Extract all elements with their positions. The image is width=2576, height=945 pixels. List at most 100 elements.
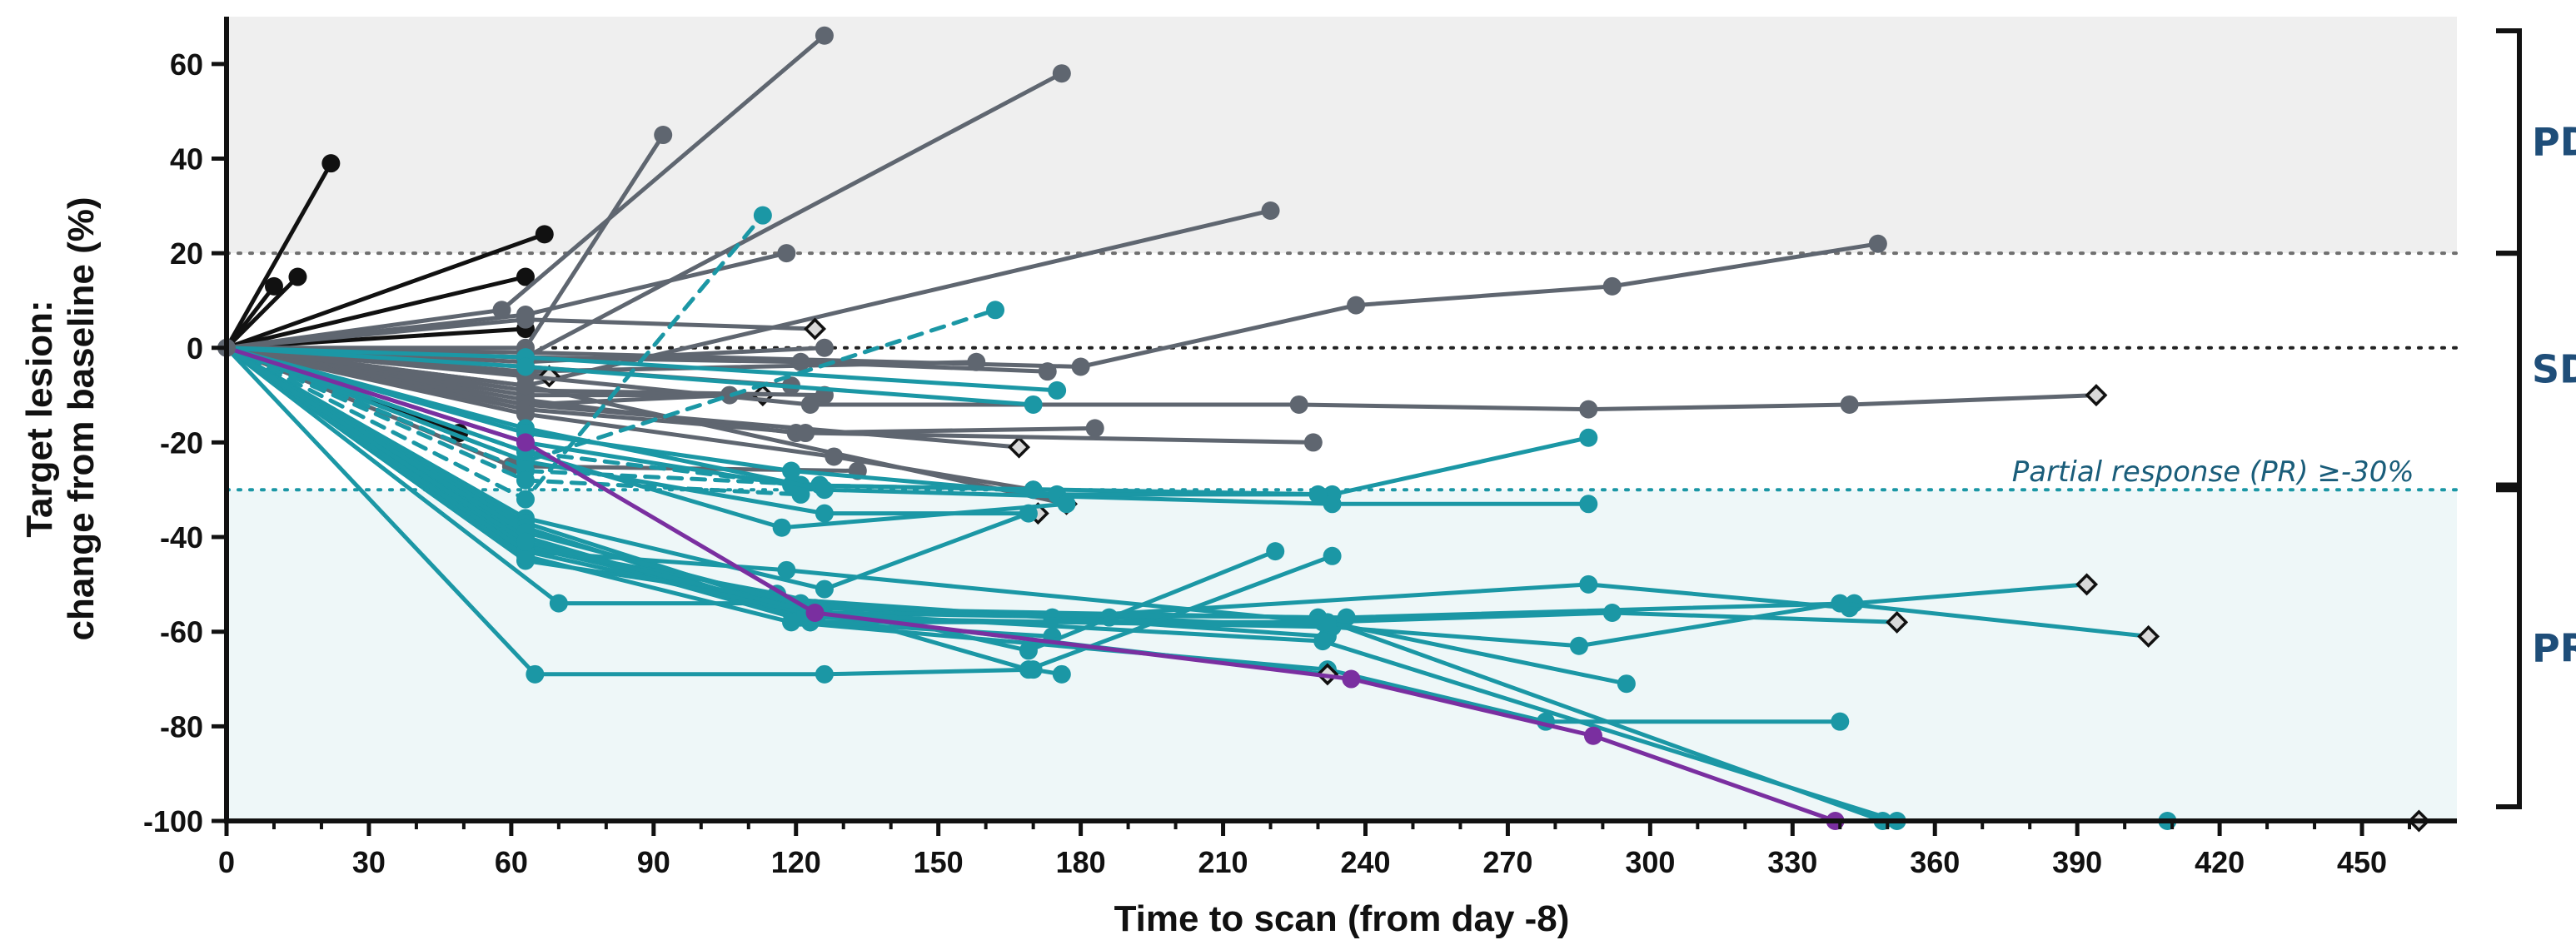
series-57-teal xyxy=(224,346,1071,684)
bracket-pd xyxy=(2496,28,2522,256)
series-line xyxy=(224,346,1842,724)
diamond-marker xyxy=(2085,384,2108,407)
reference-lines xyxy=(225,251,2459,492)
data-point xyxy=(1289,395,1308,414)
data-point xyxy=(782,613,801,632)
data-point xyxy=(796,424,815,443)
data-point xyxy=(1323,495,1342,514)
data-point xyxy=(1602,276,1622,296)
x-tick-label: 300 xyxy=(1625,845,1675,879)
series-layer xyxy=(217,26,2430,833)
series-line xyxy=(224,275,300,351)
data-point xyxy=(805,603,825,622)
y-tick-label: 0 xyxy=(187,331,203,366)
y-tick-label: 60 xyxy=(170,47,203,82)
region-label-pd: PD xyxy=(2532,120,2576,165)
data-point xyxy=(815,26,834,45)
data-point xyxy=(1303,433,1323,452)
y-tick-label: -20 xyxy=(160,425,203,460)
series-8-gray xyxy=(224,26,834,351)
series-line xyxy=(224,161,333,351)
x-tick-label: 240 xyxy=(1340,845,1390,879)
data-point xyxy=(1579,400,1598,419)
series-2-black xyxy=(224,267,307,351)
data-point xyxy=(1052,64,1071,83)
series-3-black xyxy=(224,154,341,351)
series-13-gray xyxy=(224,310,827,351)
data-point xyxy=(1308,485,1328,504)
y-axis-title: Target lesion: change from baseline (%) xyxy=(19,196,102,640)
data-point xyxy=(526,664,545,684)
diamond-marker xyxy=(1008,435,1031,459)
y-tick-label: -80 xyxy=(160,709,203,744)
data-point xyxy=(1318,613,1337,632)
tick-labels: 60 40 20 0 -20 -40 -60 -80 -100 0 30 60 90 120 150 180 2… xyxy=(143,47,2412,879)
data-point xyxy=(1617,674,1636,694)
diamond-marker xyxy=(2075,573,2099,596)
data-point xyxy=(264,276,283,296)
data-point xyxy=(1261,201,1280,220)
data-point xyxy=(815,480,834,500)
pd-band xyxy=(227,17,2457,254)
data-point xyxy=(815,664,834,684)
x-tick-label: 420 xyxy=(2195,845,2245,879)
region-label-pr: PR xyxy=(2532,626,2576,671)
data-point xyxy=(753,206,772,225)
data-point xyxy=(1071,357,1090,376)
data-point xyxy=(1579,428,1598,447)
data-point xyxy=(1313,632,1333,651)
series-line xyxy=(224,346,1838,823)
data-point xyxy=(1831,594,1850,613)
diamond-marker xyxy=(1886,610,1909,634)
diamond-marker xyxy=(2137,624,2160,648)
data-point xyxy=(535,225,554,244)
y-tick-label: 20 xyxy=(170,236,203,271)
x-tick-label: 180 xyxy=(1056,845,1106,879)
data-point xyxy=(654,126,673,145)
x-tick-label: 270 xyxy=(1482,845,1532,879)
data-point xyxy=(1583,726,1602,745)
data-point xyxy=(516,357,535,376)
x-tick-label: 390 xyxy=(2052,845,2102,879)
data-point xyxy=(1323,546,1342,565)
data-point xyxy=(1342,669,1361,689)
data-point xyxy=(1579,495,1598,514)
data-point xyxy=(1602,603,1622,622)
data-point xyxy=(1569,636,1588,655)
data-point xyxy=(516,470,535,490)
y-tick-label: 40 xyxy=(170,142,203,176)
data-point xyxy=(815,579,834,599)
series-line xyxy=(224,241,1881,369)
data-point xyxy=(1019,504,1038,523)
series-36-teal xyxy=(224,346,1043,414)
y-axis-title-line-2: change from baseline (%) xyxy=(61,196,102,640)
series-line xyxy=(224,346,822,488)
data-point xyxy=(1024,395,1043,414)
data-point xyxy=(782,461,801,480)
data-point xyxy=(1052,664,1071,684)
y-tick-label: -40 xyxy=(160,520,203,555)
series-line xyxy=(224,251,789,351)
data-point xyxy=(800,395,820,414)
data-point xyxy=(1085,419,1104,438)
data-point xyxy=(516,490,535,509)
series-4-black xyxy=(224,267,535,351)
series-line xyxy=(224,346,2090,620)
data-point xyxy=(1019,641,1038,660)
data-point xyxy=(1868,234,1887,253)
region-label-sd: SD xyxy=(2532,346,2576,391)
series-34-teal xyxy=(224,346,810,504)
data-point xyxy=(815,504,834,523)
series-line xyxy=(224,346,1316,445)
axes xyxy=(224,17,2457,823)
data-point xyxy=(1840,395,1859,414)
series-line xyxy=(224,346,1069,530)
bracket-sd xyxy=(2496,251,2522,488)
region-brackets: PD SD PR xyxy=(2496,28,2576,809)
diamond-marker xyxy=(804,317,827,341)
series-line xyxy=(224,346,1852,620)
x-axis-title: Time to scan (from day -8) xyxy=(1114,898,1570,939)
data-point xyxy=(516,310,535,329)
data-point xyxy=(772,518,791,537)
